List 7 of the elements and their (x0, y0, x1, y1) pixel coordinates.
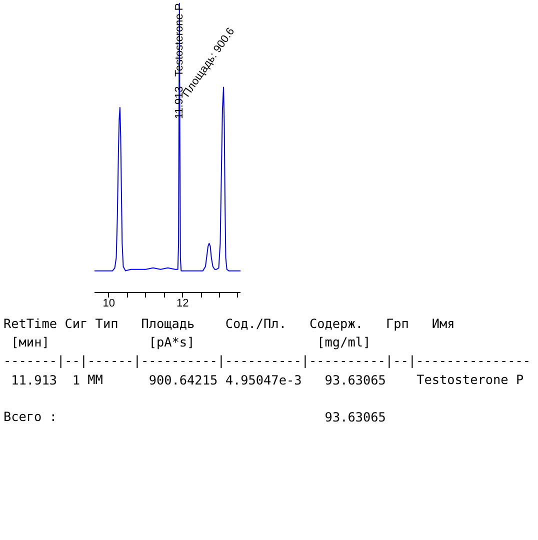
x-tick-label: 12 (176, 298, 189, 310)
x-tick-label: 10 (102, 298, 116, 310)
text: Всего : 93.63065 (4, 409, 386, 424)
text: RetTime Сиг Тип Площадь Сод./Пл. Содерж. Грп Имя (4, 316, 455, 331)
text: 11.913 1 MM 900.64215 4.95047e-3 93.63065 Testosterone P (11, 372, 524, 388)
text: [мин] [pA*s] [mg/ml] (11, 334, 371, 350)
text: -------|--|------|----------|----------|----------|--|--------------- (4, 353, 531, 368)
